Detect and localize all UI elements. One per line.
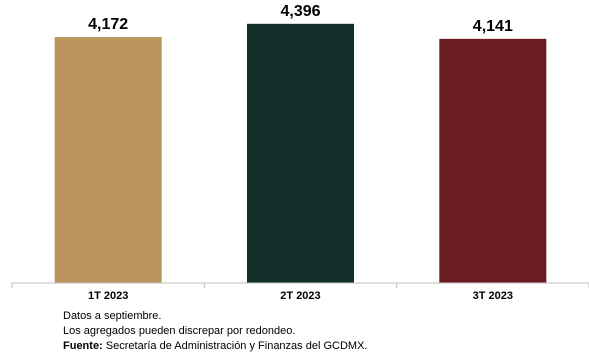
category-label-1: 1T 2023 <box>88 290 128 300</box>
note-date: Datos a septiembre. <box>63 310 162 322</box>
value-label-3: 4,141 <box>473 18 513 35</box>
source-label: Fuente: <box>63 340 103 352</box>
source-text: Secretaría de Administración y Finanzas … <box>105 340 368 352</box>
note-rounding: Los agregados pueden discrepar por redon… <box>63 325 296 337</box>
bar-3 <box>439 38 547 283</box>
category-label-3: 3T 2023 <box>473 290 513 300</box>
note-source: Fuente: Secretaría de Administración y F… <box>63 339 367 354</box>
value-label-2: 4,396 <box>280 3 320 20</box>
chart-notes: Datos a septiembre. Los agregados pueden… <box>63 309 367 354</box>
category-label-2: 2T 2023 <box>280 290 320 300</box>
bar-1 <box>54 37 162 283</box>
bar-chart: 4,172 1T 2023 4,396 2T 2023 4,141 3T 2023 <box>11 3 589 300</box>
bar-2 <box>246 23 354 284</box>
value-label-1: 4,172 <box>88 16 128 33</box>
